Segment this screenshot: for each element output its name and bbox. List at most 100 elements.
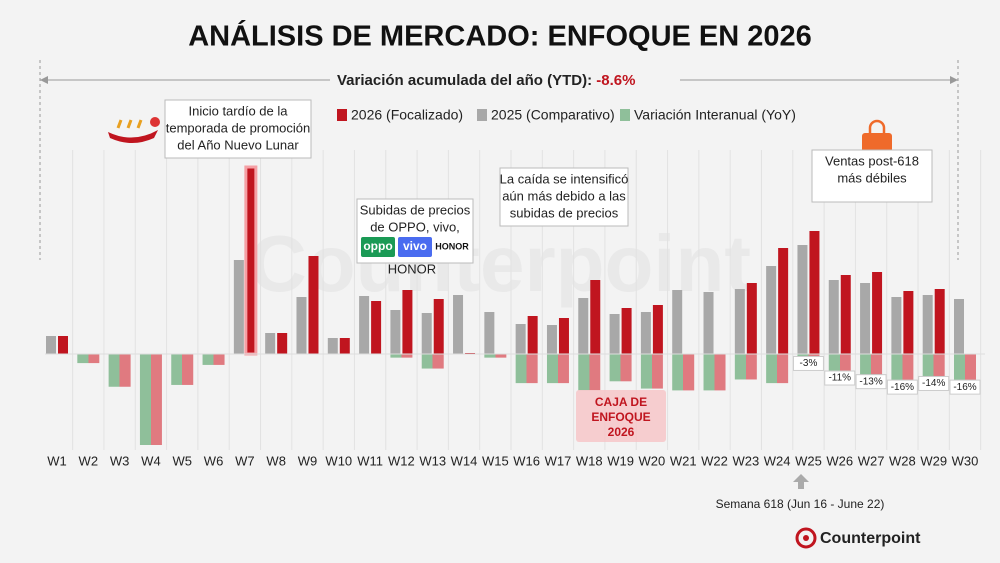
x-tick-label: W29 <box>920 453 947 468</box>
x-tick-label: W5 <box>172 453 192 468</box>
x-tick-label: W8 <box>266 453 286 468</box>
brand-logo <box>795 527 817 549</box>
value-label-bg <box>918 375 950 391</box>
bar <box>233 260 244 354</box>
value-label: -14% <box>922 378 945 389</box>
yoy-bar <box>515 354 538 384</box>
x-tick-label: W3 <box>110 453 130 468</box>
yoy-bar <box>828 354 851 375</box>
bar <box>46 336 56 354</box>
bar <box>652 305 663 354</box>
value-label-bg <box>792 355 824 371</box>
bar <box>339 338 350 354</box>
bar <box>296 297 307 354</box>
bar <box>546 325 557 354</box>
value-label-bg <box>949 379 981 395</box>
annotation-box <box>499 167 629 227</box>
bar <box>734 289 745 354</box>
bag-handle <box>868 119 886 134</box>
brand-logo-dot <box>803 535 809 541</box>
bar <box>515 324 526 354</box>
x-tick-label: W23 <box>732 453 759 468</box>
yoy-bar <box>390 354 413 358</box>
annotation-box <box>164 99 312 159</box>
subtitle-text: Variación acumulada del año (YTD): <box>337 72 592 89</box>
bar <box>934 289 945 354</box>
bar <box>640 312 651 354</box>
bar <box>402 290 413 354</box>
bar <box>484 312 495 354</box>
x-tick-label: W21 <box>670 453 697 468</box>
bar <box>872 272 883 354</box>
brand: Counterpoint <box>820 530 921 547</box>
annotation-text: más débiles <box>837 170 907 185</box>
annotation-text: subidas de precios <box>510 205 619 220</box>
bar <box>766 266 777 354</box>
yoy-bar <box>139 354 162 445</box>
yoy-bar <box>891 354 914 384</box>
bar <box>903 291 914 354</box>
brand-logo-box <box>435 237 469 257</box>
ytd-value: -8.6% <box>596 72 635 89</box>
plot: -3% -11% -13% -16% -14% -16% <box>45 165 985 445</box>
focus-text: CAJA DE <box>595 395 647 409</box>
value-label: -13% <box>859 376 882 387</box>
yoy-bar <box>734 354 757 380</box>
x-tick-label: W14 <box>451 453 478 468</box>
bar <box>558 318 569 354</box>
bar <box>277 333 288 354</box>
x-tick-label: W6 <box>204 453 224 468</box>
bar <box>371 301 382 354</box>
bar <box>840 275 851 354</box>
annotation-text: aún más debido a las <box>502 188 626 203</box>
yoy-bar <box>546 354 569 384</box>
x-tick-label: W25 <box>795 453 822 468</box>
bar <box>621 308 632 354</box>
x-tick-label: W19 <box>607 453 634 468</box>
x-tick-label: W13 <box>419 453 446 468</box>
yoy-bar <box>578 354 601 391</box>
bar <box>244 165 258 356</box>
yoy-bar <box>766 354 789 384</box>
annotation-text: de OPPO, vivo, <box>370 219 460 234</box>
bar <box>453 295 464 354</box>
bar <box>527 316 538 354</box>
week-arrow <box>793 474 809 489</box>
x-tick-label: W16 <box>513 453 540 468</box>
yoy-bar <box>860 354 883 378</box>
legend-swatch <box>337 109 347 121</box>
legend-label: 2026 (Focalizado) <box>351 107 463 123</box>
legend-swatch <box>477 109 487 121</box>
bar <box>672 290 683 354</box>
bar <box>265 333 276 354</box>
value-label: -16% <box>953 382 976 393</box>
x-tick-label: W7 <box>235 453 255 468</box>
x-tick-label: W10 <box>325 453 352 468</box>
x-tick-label: W22 <box>701 453 728 468</box>
yoy-bar <box>703 354 726 391</box>
bar <box>891 297 902 354</box>
annotation-text: Ventas post-618 <box>825 153 919 168</box>
bar <box>433 299 444 354</box>
x-tick-label: W30 <box>952 453 979 468</box>
focus-text: ENFOQUE <box>591 410 650 424</box>
annotation-text: Inicio tardío de la <box>188 103 288 118</box>
bar <box>809 231 820 354</box>
yoy-bar <box>954 354 976 384</box>
subtitle-bg <box>330 69 680 91</box>
brand-logo-text: vivo <box>403 239 427 253</box>
value-label: -16% <box>891 382 914 393</box>
bar <box>390 310 401 354</box>
dragon-boat <box>108 130 158 143</box>
bar <box>58 336 68 354</box>
x-tick-label: W1 <box>47 453 67 468</box>
yoy-bar <box>672 354 695 391</box>
yoy-bar <box>77 354 100 364</box>
annotation-text: del Año Nuevo Lunar <box>177 137 299 152</box>
legend-label: 2025 (Comparativo) <box>491 107 615 123</box>
value-label-bg <box>824 370 856 386</box>
x-tick-label: W27 <box>858 453 885 468</box>
brand-logo-text: HONOR <box>435 241 469 251</box>
